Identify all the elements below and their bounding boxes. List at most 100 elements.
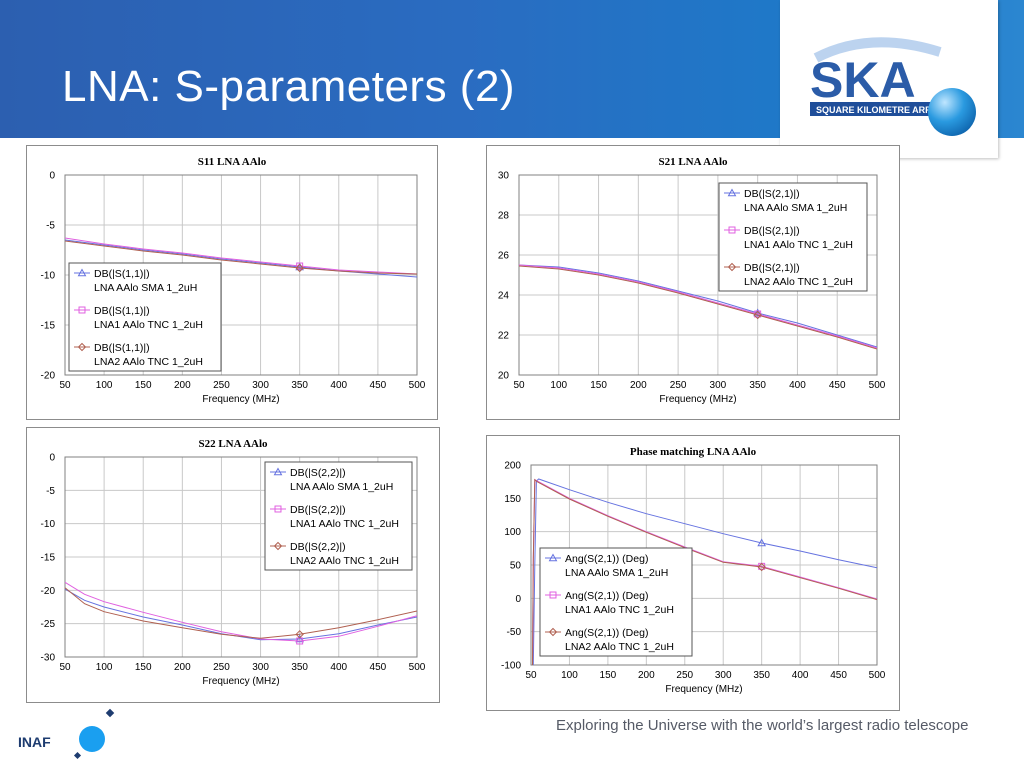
y-tick-label: -5 xyxy=(46,221,55,232)
inaf-logo-graphic: INAF xyxy=(18,708,115,760)
series-marker-3 xyxy=(295,630,304,639)
y-tick-label: 0 xyxy=(515,594,521,605)
x-tick-label: 500 xyxy=(409,662,426,673)
legend-box xyxy=(68,262,222,372)
x-tick-label: 350 xyxy=(291,380,308,391)
series-line-3 xyxy=(65,240,417,275)
chart-title: Phase matching LNA AAlo xyxy=(630,446,757,458)
y-tick-label: 50 xyxy=(510,561,522,572)
y-tick-label: -30 xyxy=(41,653,56,664)
legend-series-label: LNA2 AAlo TNC 1_2uH xyxy=(290,555,399,567)
s11-chart-panel: S11 LNA AAlo 50 100 150 200 250 300 350 400 450 50… xyxy=(26,145,438,420)
inaf-logo: INAF xyxy=(14,700,144,765)
series-marker-3 xyxy=(295,263,304,273)
series-line-1 xyxy=(519,264,877,348)
x-tick-label: 100 xyxy=(550,380,567,391)
chart-title: S11 LNA AAlo xyxy=(198,156,267,168)
x-tick-label: 300 xyxy=(710,380,727,391)
y-tick-label: 20 xyxy=(498,371,510,382)
ska-logo: SKA SQUARE KILOMETRE ARRAY xyxy=(780,0,998,158)
x-tick-label: 350 xyxy=(749,380,766,391)
legend-series-name: DB(|S(2,1)|) xyxy=(744,225,800,237)
legend-series-name: DB(|S(2,2)|) xyxy=(290,504,346,516)
x-tick-label: 150 xyxy=(135,380,152,391)
legend-series-label: LNA2 AAlo TNC 1_2uH xyxy=(565,641,674,653)
x-tick-label: 350 xyxy=(291,662,308,673)
legend: Ang(S(2,1)) (Deg) LNA AAlo SMA 1_2uH Ang(S… xyxy=(539,547,693,657)
series-line-3 xyxy=(65,587,417,639)
legend-series-name: DB(|S(2,2)|) xyxy=(290,467,346,479)
legend-series-label: LNA AAlo SMA 1_2uH xyxy=(744,202,847,214)
legend-series-label: LNA1 AAlo TNC 1_2uH xyxy=(94,319,203,331)
x-tick-label: 200 xyxy=(630,380,647,391)
x-axis-label: Frequency (MHz) xyxy=(659,394,736,405)
legend-series-name: DB(|S(1,1)|) xyxy=(94,342,150,354)
y-tick-label: 30 xyxy=(498,171,510,182)
y-tick-label: -10 xyxy=(41,271,56,282)
y-tick-label: 100 xyxy=(504,527,521,538)
chart-title: S22 LNA AAlo xyxy=(198,438,268,450)
x-axis-label: Frequency (MHz) xyxy=(665,684,742,695)
x-axis-label: Frequency (MHz) xyxy=(202,394,279,405)
legend-series-name: DB(|S(1,1)|) xyxy=(94,268,150,280)
legend-box xyxy=(539,547,693,657)
y-tick-label: 26 xyxy=(498,251,510,262)
x-tick-label: 100 xyxy=(96,380,113,391)
s22-chart-panel: S22 LNA AAlo 50 100 150 200 250 300 350 400 450 50… xyxy=(26,427,440,703)
inaf-dot-icon xyxy=(79,726,105,752)
chart-title: S21 LNA AAlo xyxy=(658,156,728,168)
phase-chart: Phase matching LNA AAlo 50 100 150 200 250 300… xyxy=(501,446,886,695)
legend-marker-2 xyxy=(274,505,282,513)
x-tick-label: 100 xyxy=(561,670,578,681)
legend-marker-2 xyxy=(78,306,86,314)
x-tick-label: 450 xyxy=(370,662,387,673)
legend: DB(|S(2,1)|) LNA AAlo SMA 1_2uH DB(|S(2,1)… xyxy=(718,182,868,292)
y-tick-label: -25 xyxy=(41,619,56,630)
y-tick-label: -10 xyxy=(41,519,56,530)
x-axis-label: Frequency (MHz) xyxy=(202,676,279,687)
y-tick-label: 150 xyxy=(504,494,521,505)
legend-marker-2 xyxy=(728,226,736,234)
legend-series-label: LNA AAlo SMA 1_2uH xyxy=(94,282,197,294)
series-marker-1 xyxy=(757,538,767,547)
legend-series-label: LNA1 AAlo TNC 1_2uH xyxy=(565,604,674,616)
s21-chart: S21 LNA AAlo 50 100 150 200 250 300 350 400 450 50… xyxy=(498,156,886,405)
x-tick-label: 150 xyxy=(600,670,617,681)
y-tick-label: 24 xyxy=(498,291,510,302)
legend-series-label: LNA2 AAlo TNC 1_2uH xyxy=(94,356,203,368)
legend-series-label: LNA1 AAlo TNC 1_2uH xyxy=(744,239,853,251)
y-tick-label: 0 xyxy=(49,453,55,464)
x-tick-label: 450 xyxy=(370,380,387,391)
series-line-2 xyxy=(65,237,417,275)
plot-area xyxy=(64,174,418,376)
legend-marker-1 xyxy=(273,467,283,476)
x-tick-label: 250 xyxy=(213,380,230,391)
x-tick-label: 150 xyxy=(135,662,152,673)
ska-logo-graphic: SKA SQUARE KILOMETRE ARRAY xyxy=(810,37,976,136)
x-tick-label: 500 xyxy=(869,670,886,681)
y-tick-label: 200 xyxy=(504,461,521,472)
y-tick-label: -100 xyxy=(501,661,521,672)
legend-marker-3 xyxy=(273,541,283,551)
plot-area xyxy=(64,456,418,658)
legend-marker-2 xyxy=(549,591,557,599)
x-tick-label: 250 xyxy=(213,662,230,673)
y-tick-label: -20 xyxy=(41,371,56,382)
x-tick-label: 100 xyxy=(96,662,113,673)
legend-series-name: Ang(S(2,1)) (Deg) xyxy=(565,590,648,602)
x-tick-label: 250 xyxy=(670,380,687,391)
y-tick-label: 22 xyxy=(498,331,510,342)
legend-series-label: LNA1 AAlo TNC 1_2uH xyxy=(290,518,399,530)
legend-series-name: DB(|S(2,1)|) xyxy=(744,188,800,200)
x-tick-label: 350 xyxy=(753,670,770,681)
x-tick-label: 200 xyxy=(174,662,191,673)
x-tick-label: 500 xyxy=(869,380,886,391)
legend-series-label: LNA AAlo SMA 1_2uH xyxy=(565,567,668,579)
s21-chart-panel: S21 LNA AAlo 50 100 150 200 250 300 350 400 450 50… xyxy=(486,145,900,420)
legend-series-label: LNA AAlo SMA 1_2uH xyxy=(290,481,393,493)
x-tick-label: 50 xyxy=(525,670,537,681)
ska-logo-subtitle: SQUARE KILOMETRE ARRAY xyxy=(816,105,943,115)
legend-series-label: LNA2 AAlo TNC 1_2uH xyxy=(744,276,853,288)
inaf-logo-text: INAF xyxy=(18,734,51,750)
x-tick-label: 50 xyxy=(59,662,71,673)
